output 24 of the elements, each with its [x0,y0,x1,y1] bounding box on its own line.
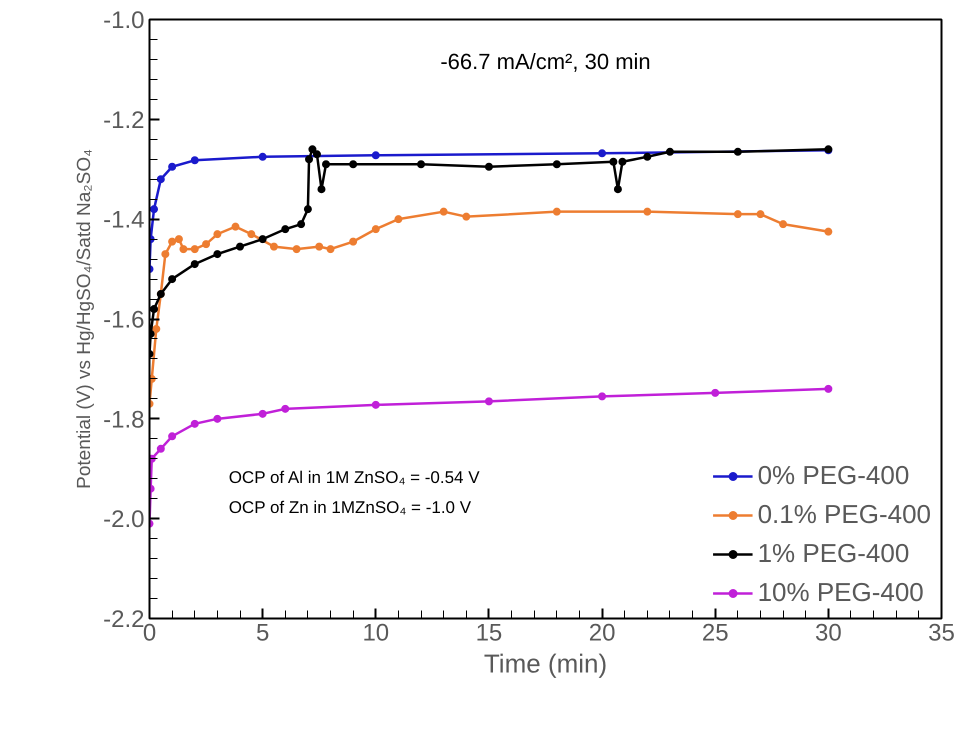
legend-label: 0.1% PEG-400 [758,499,931,530]
y-tick-label: -1.6 [103,306,145,334]
y-tick-label: -1.2 [103,106,145,134]
x-tick-label: 35 [928,620,955,646]
y-axis-title: Potential (V) vs Hg/HgSO₄/Satd Na₂SO₄ [74,148,96,489]
y-tick-label: -1.0 [103,7,145,34]
legend-label: 0% PEG-400 [758,460,910,491]
x-tick-label: 25 [702,620,729,646]
x-tick-label: 30 [815,620,842,646]
x-tick-label: 0 [142,620,156,646]
x-axis-title: Time (min) [484,648,608,678]
x-tick-label: 5 [256,620,270,646]
legend-label: 10% PEG-400 [758,577,924,608]
annotation: -66.7 mA/cm², 30 min [440,48,651,74]
x-tick-label: 15 [476,620,502,646]
annotation: OCP of Zn in 1MZnSO₄ = -1.0 V [228,498,472,518]
annotation: OCP of Al in 1M ZnSO₄ = -0.54 V [228,468,480,488]
x-tick-label: 10 [362,620,390,646]
x-tick-label: 20 [588,620,616,646]
y-tick-label: -1.4 [103,206,145,234]
legend-label: 1% PEG-400 [758,538,910,569]
y-tick-label: -2.0 [103,506,145,534]
y-tick-label: -2.2 [103,606,145,633]
y-tick-label: -1.8 [103,406,145,434]
